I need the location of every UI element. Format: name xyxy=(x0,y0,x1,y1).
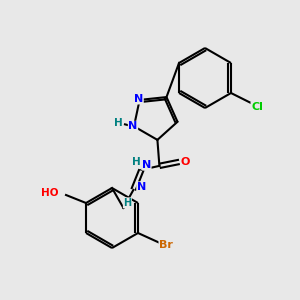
Text: H: H xyxy=(114,118,122,128)
Text: N: N xyxy=(137,182,146,192)
Text: H: H xyxy=(123,198,131,208)
Text: Cl: Cl xyxy=(251,102,263,112)
Text: N: N xyxy=(134,94,143,104)
Text: N: N xyxy=(142,160,151,170)
Text: HO: HO xyxy=(40,188,58,198)
Text: O: O xyxy=(181,157,190,167)
Text: H: H xyxy=(132,157,141,167)
Text: N: N xyxy=(128,122,138,131)
Text: Br: Br xyxy=(159,240,173,250)
